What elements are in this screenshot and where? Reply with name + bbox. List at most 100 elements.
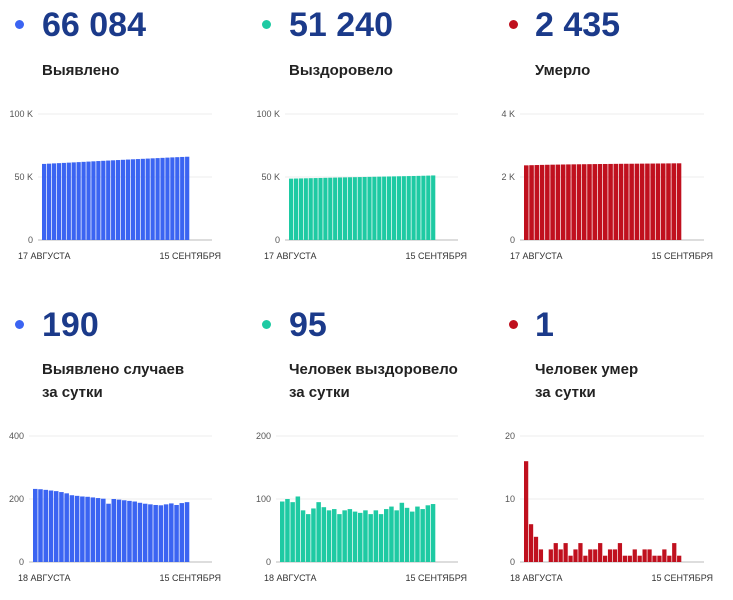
bar xyxy=(313,178,318,240)
bar xyxy=(71,162,76,240)
y-tick-label: 0 xyxy=(275,235,280,245)
bar xyxy=(38,489,43,562)
bar xyxy=(357,177,362,240)
bar xyxy=(563,543,568,562)
bar xyxy=(132,501,137,562)
series-dot-icon xyxy=(15,20,24,29)
bar xyxy=(411,175,416,240)
y-tick-label: 0 xyxy=(510,235,515,245)
x-tick-label-start: 18 АВГУСТА xyxy=(264,573,317,583)
stat-label-line1: Выздоровело xyxy=(289,62,393,79)
stat-value: 1 xyxy=(535,306,554,344)
bar xyxy=(534,165,540,240)
bar xyxy=(140,158,145,240)
bar xyxy=(618,163,624,240)
bar xyxy=(401,176,406,240)
bar xyxy=(657,555,662,562)
bar xyxy=(592,164,598,240)
bar xyxy=(298,178,303,240)
stat-label: Выздоровело xyxy=(289,59,393,82)
bar xyxy=(617,543,623,562)
bar xyxy=(165,157,170,240)
bar xyxy=(74,495,80,562)
bar xyxy=(389,506,394,562)
bar xyxy=(533,536,539,562)
bar xyxy=(425,505,431,562)
bar xyxy=(101,160,106,240)
bar xyxy=(43,489,48,562)
bar xyxy=(326,510,332,562)
bar xyxy=(163,504,169,562)
bar xyxy=(91,161,96,240)
x-tick-label-end: 15 СЕНТЯБРЯ xyxy=(405,573,467,583)
bar xyxy=(378,514,384,562)
bar xyxy=(608,163,613,240)
series-dot-icon xyxy=(262,20,271,29)
stat-label-line1: Умерло xyxy=(535,62,591,79)
bar xyxy=(550,164,555,240)
bar xyxy=(568,555,573,562)
bar xyxy=(406,176,411,240)
bar xyxy=(125,159,131,240)
bar xyxy=(632,549,637,562)
stat-label-line1: Человек выздоровело xyxy=(289,361,458,378)
bar xyxy=(155,158,160,240)
x-tick-label-start: 18 АВГУСТА xyxy=(510,573,563,583)
bar xyxy=(576,164,582,240)
bar xyxy=(101,498,106,562)
bar xyxy=(624,163,629,240)
bar xyxy=(368,514,373,562)
bar xyxy=(120,159,126,240)
panel-daily-recovered: 95 Человек выздоровело за сутки 0 100 200 1… xyxy=(246,300,492,600)
bar xyxy=(106,503,111,562)
bar xyxy=(676,163,682,240)
x-tick-label-start: 18 АВГУСТА xyxy=(18,573,71,583)
bar xyxy=(548,549,553,562)
bar xyxy=(578,543,583,562)
bar xyxy=(652,555,657,562)
bar xyxy=(558,549,563,562)
bar xyxy=(33,488,38,562)
bar xyxy=(538,549,544,562)
bar xyxy=(597,164,603,240)
stat-label-line2: за сутки xyxy=(535,384,596,401)
bar xyxy=(404,507,410,562)
stat-label: Человек умер за сутки xyxy=(535,358,638,404)
panel-total-cases: 66 084 Выявлено 0 50 K 100 K 17 АВГУСТА 15 С… xyxy=(0,0,246,300)
bar xyxy=(290,502,295,562)
bar xyxy=(333,177,338,240)
bar xyxy=(42,163,47,240)
bar xyxy=(352,177,357,240)
bar xyxy=(293,178,299,240)
bar xyxy=(581,164,587,240)
bar-chart: 0 200 400 18 АВГУСТА 15 СЕНТЯБРЯ xyxy=(9,431,221,583)
bar xyxy=(539,164,545,240)
bar xyxy=(387,176,392,240)
bar-chart: 0 2 K 4 K 17 АВГУСТА 15 СЕНТЯБРЯ xyxy=(501,109,713,261)
bar xyxy=(295,496,301,562)
bar xyxy=(342,177,348,240)
y-tick-label: 4 K xyxy=(501,109,515,119)
stat-label-line1: Человек умер xyxy=(535,361,639,378)
bar xyxy=(607,549,613,562)
bar-chart: 0 100 200 18 АВГУСТА 15 СЕНТЯБРЯ xyxy=(256,431,467,583)
stat-label: Умерло xyxy=(535,59,590,82)
y-tick-label: 2 K xyxy=(501,172,515,182)
x-tick-label-start: 17 АВГУСТА xyxy=(18,251,71,261)
stat-value: 95 xyxy=(289,306,327,344)
bar xyxy=(332,509,337,562)
bar xyxy=(300,510,306,562)
bar xyxy=(158,505,164,562)
bar xyxy=(394,510,399,562)
bar xyxy=(90,497,96,562)
bar xyxy=(338,177,343,240)
bar xyxy=(363,510,368,562)
bar xyxy=(174,504,179,562)
bar xyxy=(80,496,85,562)
bar xyxy=(421,175,426,240)
bar xyxy=(677,555,682,562)
bar xyxy=(130,159,136,240)
panel-total-recovered: 51 240 Выздоровело 0 50 K 100 K 17 АВГУСТА 1… xyxy=(246,0,492,300)
bar xyxy=(587,164,592,240)
bar xyxy=(384,509,389,562)
